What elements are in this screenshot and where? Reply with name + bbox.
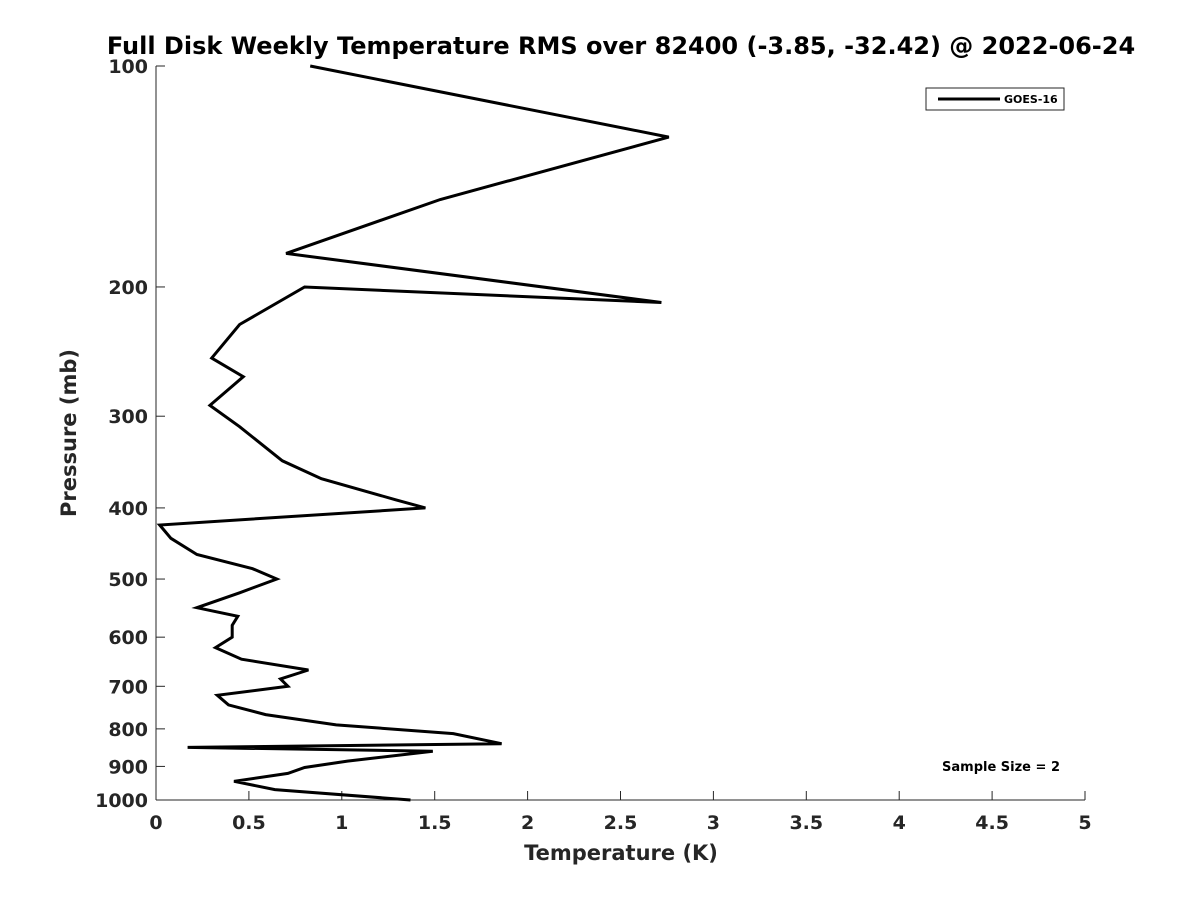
y-tick-label: 200 [108, 277, 148, 299]
x-tick-label: 0 [149, 812, 162, 834]
series-line-goes16 [156, 64, 670, 802]
y-tick-label: 900 [108, 756, 148, 778]
y-tick-label: 300 [108, 406, 148, 428]
y-tick-label: 1000 [95, 790, 148, 812]
x-tick-label: 3 [707, 812, 720, 834]
chart-title: Full Disk Weekly Temperature RMS over 82… [107, 32, 1135, 60]
x-tick-label: 2 [521, 812, 534, 834]
plot-frame [155, 66, 1085, 801]
x-tick-label: 2.5 [604, 812, 638, 834]
sample-size-note: Sample Size = 2 [942, 760, 1060, 775]
x-tick-label: 5 [1078, 812, 1091, 834]
y-axis-label: Pressure (mb) [57, 349, 81, 517]
y-tick-label: 400 [108, 498, 148, 520]
legend-label: GOES-16 [1004, 93, 1058, 106]
x-tick-label: 3.5 [789, 812, 823, 834]
y-tick-label: 500 [108, 569, 148, 591]
y-tick-label: 600 [108, 627, 148, 649]
y-ticks: 100 200 300 400 500 600 700 800 900 1000 [95, 56, 165, 812]
series-group [156, 64, 670, 802]
x-ticks: 0 0.5 1 1.5 2 2.5 3 3.5 4 4.5 5 [149, 791, 1092, 834]
x-tick-label: 0.5 [232, 812, 266, 834]
y-tick-label: 800 [108, 719, 148, 741]
x-tick-label: 4.5 [975, 812, 1009, 834]
x-tick-label: 1.5 [418, 812, 452, 834]
y-tick-label: 700 [108, 676, 148, 698]
x-axis-label: Temperature (K) [524, 841, 718, 865]
x-tick-label: 4 [893, 812, 906, 834]
x-tick-label: 1 [335, 812, 348, 834]
legend: GOES-16 [925, 87, 1065, 111]
y-tick-label: 100 [108, 56, 148, 78]
